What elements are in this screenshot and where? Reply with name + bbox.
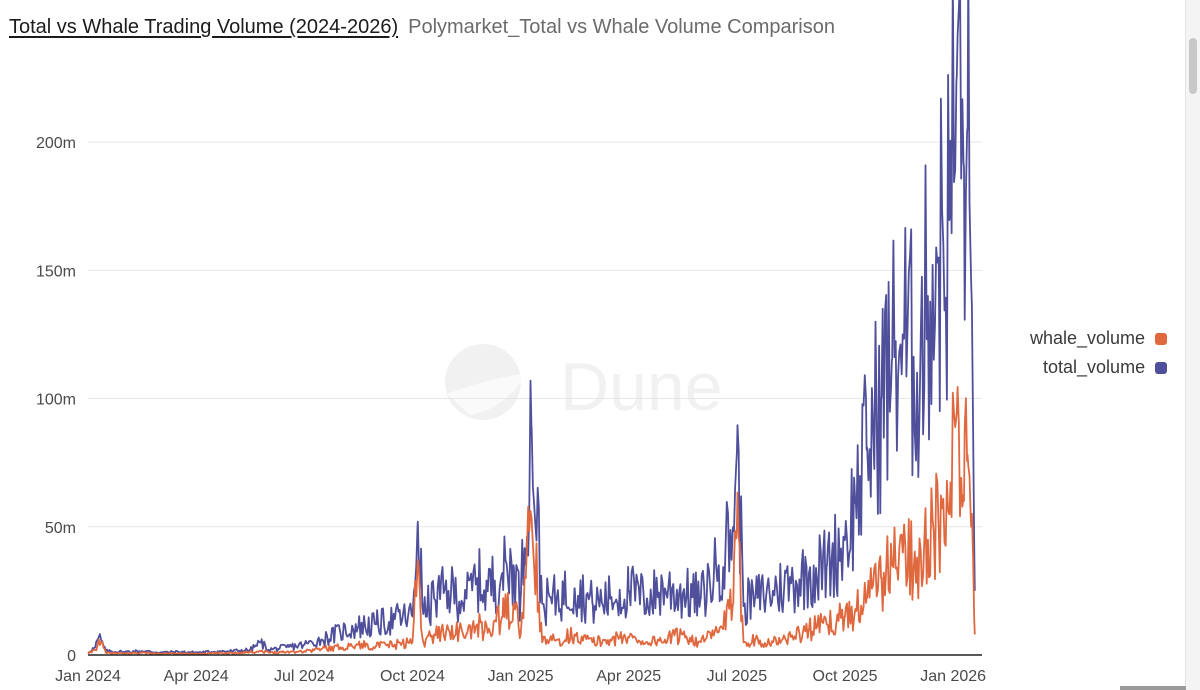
y-tick-label: 200m — [36, 135, 76, 152]
x-tick-label: Jan 2025 — [488, 668, 554, 685]
series-line-whale-volume[interactable] — [87, 386, 976, 655]
dune-watermark: Dune — [445, 344, 723, 425]
chart-subtitle: Polymarket_Total vs Whale Volume Compari… — [408, 16, 835, 38]
x-tick-label: Oct 2024 — [380, 668, 445, 685]
dune-watermark-text: Dune — [560, 349, 723, 425]
chart-title-link[interactable]: Total vs Whale Trading Volume (2024-2026… — [9, 16, 399, 38]
x-tick-label: Jul 2024 — [274, 668, 335, 685]
chart-legend: whale_volume total_volume — [1030, 324, 1168, 382]
legend-label: whale_volume — [1030, 328, 1146, 348]
legend-swatch — [1155, 332, 1168, 345]
y-tick-label: 0 — [67, 648, 76, 665]
x-tick-label: Apr 2025 — [596, 668, 661, 685]
x-tick-label: Oct 2025 — [813, 668, 878, 685]
x-tick-label: Jan 2024 — [55, 668, 121, 685]
y-tick-label: 150m — [36, 263, 76, 280]
vertical-scrollbar[interactable] — [1185, 0, 1200, 690]
legend-item-total-volume[interactable]: total_volume — [1030, 353, 1168, 382]
x-tick-label: Jan 2026 — [920, 668, 986, 685]
y-tick-label: 50m — [45, 520, 76, 537]
x-tick-label: Jul 2025 — [707, 668, 768, 685]
horizontal-scroll-indicator[interactable] — [1120, 686, 1186, 690]
dune-logo-cut — [447, 374, 521, 415]
y-tick-label: 100m — [36, 392, 76, 409]
legend-item-whale-volume[interactable]: whale_volume — [1030, 324, 1168, 353]
legend-swatch — [1155, 361, 1168, 374]
scrollbar-thumb[interactable] — [1189, 38, 1197, 94]
x-tick-label: Apr 2024 — [164, 668, 229, 685]
series-line-total-volume[interactable] — [87, 0, 976, 655]
legend-label: total_volume — [1043, 357, 1146, 377]
chart-header: Total vs Whale Trading Volume (2024-2026… — [9, 16, 835, 39]
